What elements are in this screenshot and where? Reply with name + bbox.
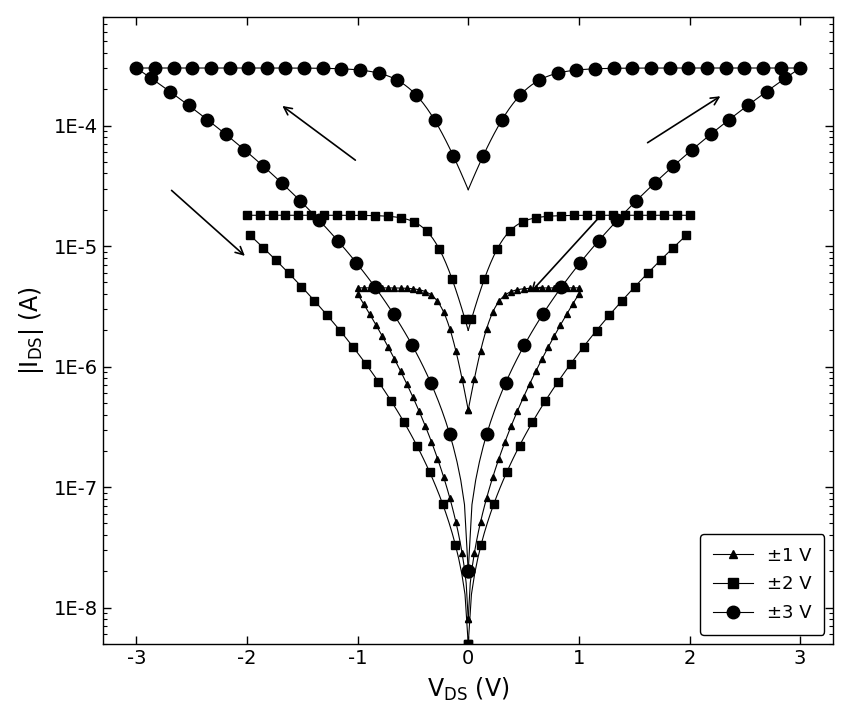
Legend: ±1 V, ±2 V, ±3 V: ±1 V, ±2 V, ±3 V (700, 534, 824, 635)
Y-axis label: $\mathregular{|I_{DS}|}$ (A): $\mathregular{|I_{DS}|}$ (A) (17, 286, 46, 375)
X-axis label: $\mathregular{V_{DS}}$ (V): $\mathregular{V_{DS}}$ (V) (427, 676, 509, 703)
